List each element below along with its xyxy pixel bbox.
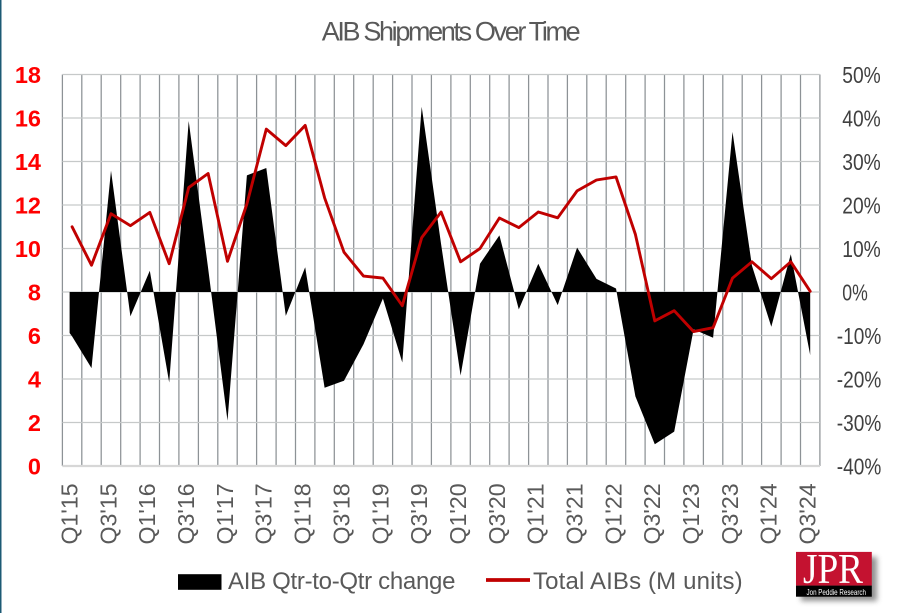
svg-text:Q1'17: Q1'17 <box>212 483 238 544</box>
svg-text:Q1'19: Q1'19 <box>367 483 393 544</box>
svg-text:Q3'16: Q3'16 <box>173 483 199 544</box>
svg-text:0: 0 <box>28 454 41 480</box>
svg-text:12: 12 <box>15 193 41 219</box>
svg-text:50%: 50% <box>842 62 881 88</box>
svg-text:4: 4 <box>28 367 41 393</box>
svg-text:16: 16 <box>15 106 41 132</box>
svg-text:0%: 0% <box>842 280 868 306</box>
svg-text:30%: 30% <box>842 149 881 175</box>
svg-text:Q3'23: Q3'23 <box>717 483 743 544</box>
svg-text:-40%: -40% <box>837 454 882 480</box>
svg-text:AIB Shipments Over Time: AIB Shipments Over Time <box>322 17 580 47</box>
svg-text:-30%: -30% <box>837 410 882 436</box>
svg-text:-20%: -20% <box>837 367 882 393</box>
svg-text:AIB Qtr-to-Qtr change: AIB Qtr-to-Qtr change <box>228 568 455 595</box>
svg-text:Q1'20: Q1'20 <box>445 483 471 544</box>
svg-text:10: 10 <box>15 236 41 262</box>
svg-text:10%: 10% <box>842 236 881 262</box>
svg-text:Q3'21: Q3'21 <box>562 483 588 544</box>
svg-text:20%: 20% <box>842 193 881 219</box>
svg-text:Total AIBs (M units): Total AIBs (M units) <box>533 568 743 595</box>
svg-text:6: 6 <box>28 323 41 349</box>
svg-text:Q3'17: Q3'17 <box>251 483 277 544</box>
svg-text:40%: 40% <box>842 106 881 132</box>
svg-text:Q1'23: Q1'23 <box>678 483 704 544</box>
svg-text:Q1'21: Q1'21 <box>523 483 549 544</box>
svg-text:Q3'20: Q3'20 <box>484 483 510 544</box>
svg-text:Jon Peddie Research: Jon Peddie Research <box>807 587 867 597</box>
svg-text:Q1'22: Q1'22 <box>600 483 626 544</box>
svg-text:JPR: JPR <box>803 547 863 593</box>
svg-text:Q1'24: Q1'24 <box>756 483 782 544</box>
svg-text:Q1'18: Q1'18 <box>290 483 316 544</box>
svg-text:Q3'15: Q3'15 <box>95 483 121 544</box>
svg-text:Q1'15: Q1'15 <box>57 483 83 544</box>
svg-text:Q3'22: Q3'22 <box>639 483 665 544</box>
svg-text:8: 8 <box>28 280 41 306</box>
svg-text:14: 14 <box>15 149 41 175</box>
svg-text:18: 18 <box>15 62 41 88</box>
svg-text:Q3'18: Q3'18 <box>328 483 354 544</box>
svg-text:Q1'16: Q1'16 <box>134 483 160 544</box>
svg-text:-10%: -10% <box>837 323 882 349</box>
svg-text:Q3'24: Q3'24 <box>795 483 821 544</box>
svg-text:2: 2 <box>28 410 41 436</box>
svg-text:Q3'19: Q3'19 <box>406 483 432 544</box>
